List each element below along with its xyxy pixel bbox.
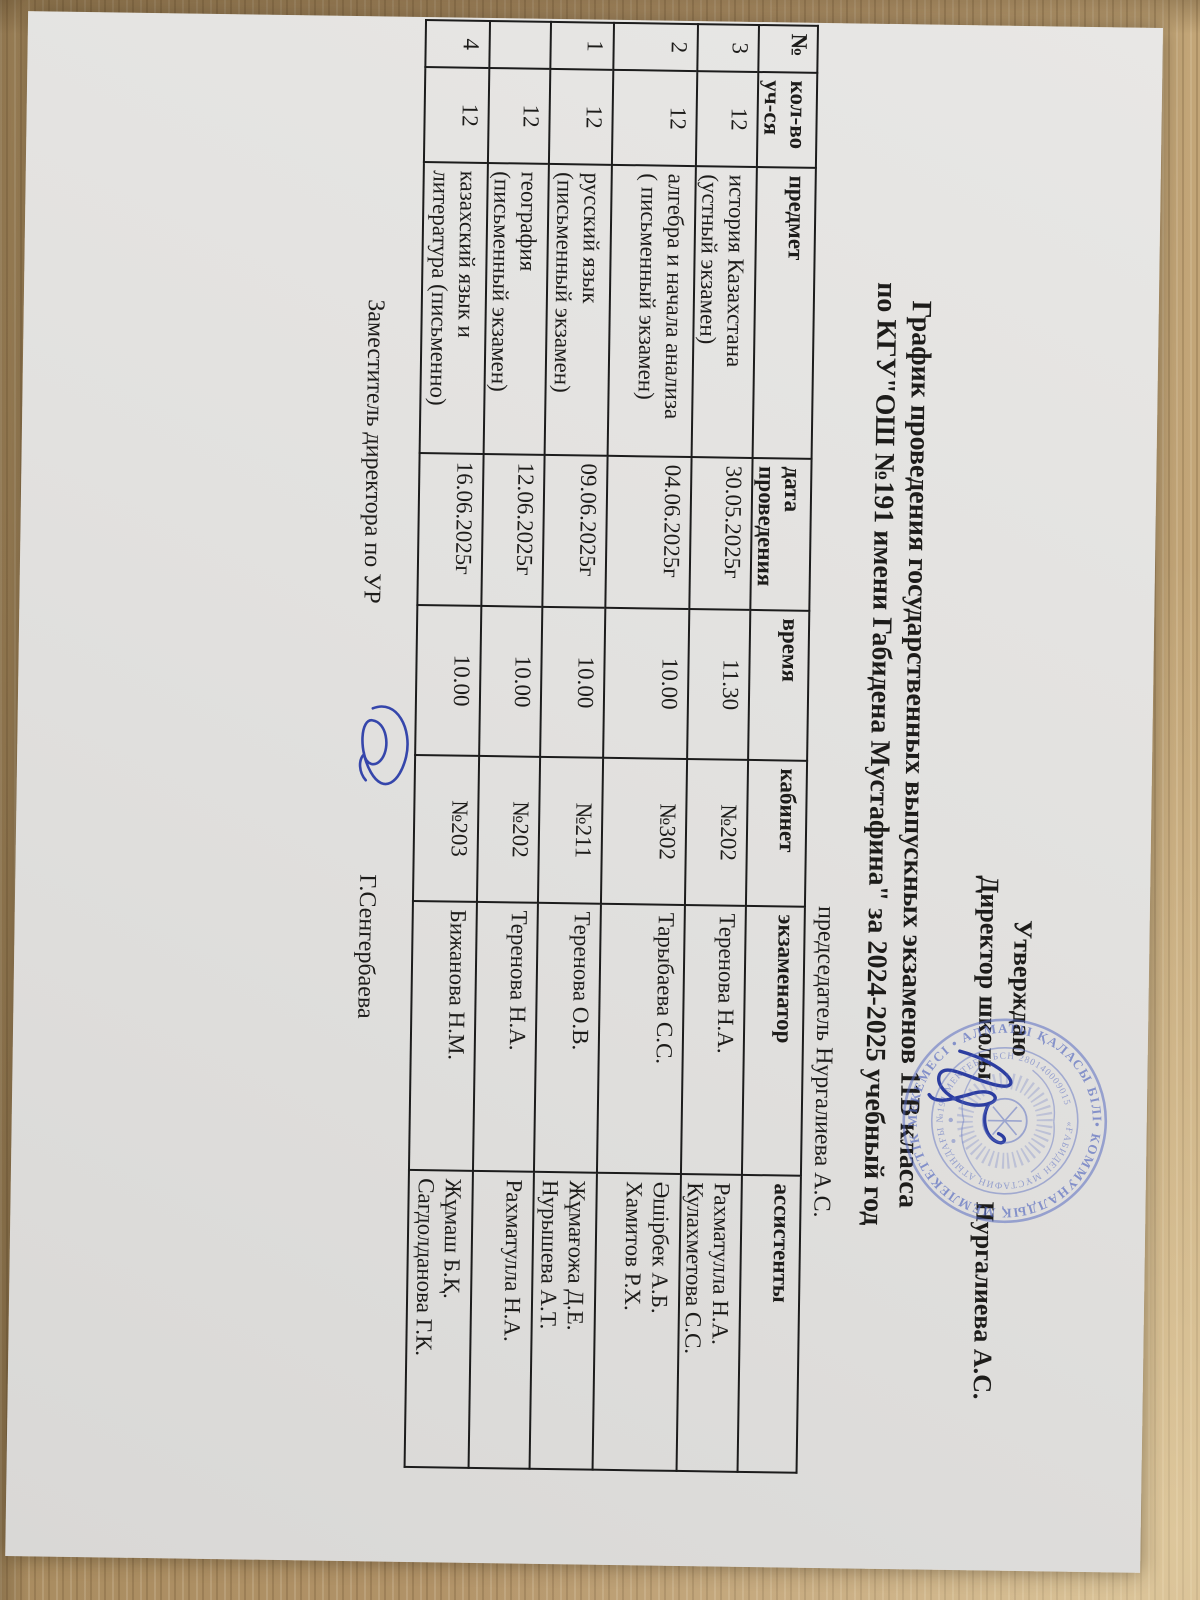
cell-date: 04.06.2025г [605, 455, 692, 610]
cell-count: 12 [423, 67, 490, 164]
cell-examiner: Бижанова Н.М. [408, 900, 477, 1171]
cell-room: №211 [537, 756, 604, 904]
cell-count: 12 [695, 71, 759, 167]
deputy-name: Г.Сенгербаева [352, 874, 381, 1019]
document-page: Утверждаю Директор школы Нургалиева А.С.… [5, 11, 1164, 1573]
cell-room: №203 [412, 754, 480, 902]
cell-count: 12 [548, 68, 614, 165]
cell-assistants: Жұмаш Б.Қ. Сагдолданова Г.К. [404, 1169, 473, 1468]
col-header-room: кабинет [745, 759, 808, 907]
cell-room: №202 [476, 755, 541, 903]
cell-num [489, 21, 552, 69]
cell-subject: алгебра и начала анализа( письменный экз… [607, 164, 696, 458]
cell-date: 30.05.2025г [689, 457, 753, 610]
col-header-date: дата проведения [750, 457, 812, 611]
cell-date: 09.06.2025г [542, 454, 608, 608]
director-signature [927, 1049, 1013, 1145]
col-header-count: кол-во уч-ся [756, 72, 818, 168]
col-header-examiner: экзаменатор [741, 905, 805, 1176]
cell-num: 1 [550, 21, 615, 70]
cell-num: 3 [697, 24, 759, 73]
cell-subject: казахский язык и литература (письменно) [419, 162, 488, 454]
cell-time: 10.00 [415, 605, 482, 756]
cell-time: 10.00 [540, 606, 606, 758]
round-seal-stamp-icon: • КОММУНАЛДЫҚ МЕМЛЕКЕТТІК МЕКЕМЕСІ • АЛМ… [902, 1002, 1123, 1224]
col-header-num: № [758, 25, 818, 73]
cell-room: №302 [600, 757, 688, 906]
exam-schedule-table: № кол-во уч-ся предмет дата проведения в… [404, 19, 819, 1474]
cell-assistants: Әшірбек А.Б. Хамитов Р.Х. [592, 1172, 681, 1471]
cell-assistants: Жұмағожа Д.Е. Нурышева А.Т. [529, 1171, 597, 1470]
cell-examiner: Тарыбаева С.С. [596, 903, 685, 1174]
cell-subject: история Казахстана (устный экзамен) [691, 166, 757, 458]
cell-count: 12 [487, 68, 551, 164]
cell-date: 12.06.2025г [481, 453, 545, 607]
cell-assistants: Рахматулла Н.А. [468, 1170, 534, 1469]
cell-examiner: Теренова Н.А. [472, 901, 538, 1172]
col-header-time: время [748, 609, 810, 761]
cell-subject: русский язык (письменный экзамен) [544, 163, 612, 456]
cell-examiner: Теренова О.В. [533, 902, 601, 1173]
cell-subject: география (письменный экзамен) [483, 163, 549, 455]
chairman-line: председатель Нургалиева А.С. [808, 905, 839, 1218]
cell-num: 2 [613, 22, 699, 72]
page-title: График проведения государственных выпуск… [851, 24, 943, 1485]
cell-examiner: Теренова Н.А. [680, 905, 746, 1175]
cell-num: 4 [425, 20, 491, 69]
cell-room: №202 [684, 759, 749, 906]
deputy-signature [358, 705, 409, 786]
cell-time: 11.30 [687, 609, 751, 760]
cell-count: 12 [611, 69, 698, 167]
col-header-subject: предмет [752, 166, 816, 459]
col-header-assistants: ассистенты [737, 1174, 801, 1473]
cell-time: 10.00 [603, 607, 690, 760]
deputy-director-line: Заместитель директора по УР [358, 299, 389, 604]
cell-date: 16.06.2025г [417, 453, 484, 606]
cell-time: 10.00 [479, 605, 543, 757]
cell-assistants: Рахматулла Н.А. Кулахметова С.С. [676, 1173, 742, 1472]
